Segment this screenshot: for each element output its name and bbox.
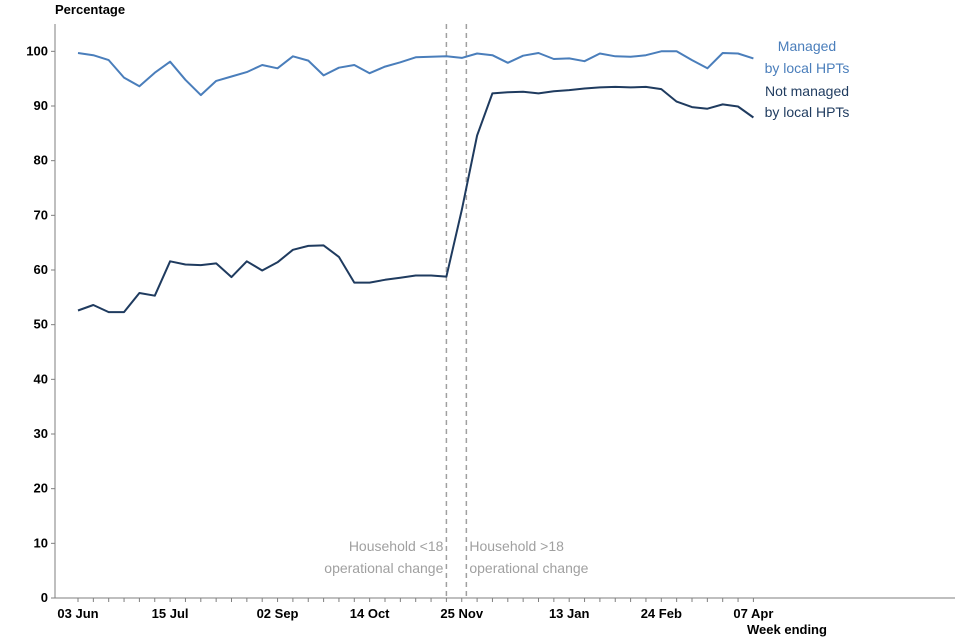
series-labels: Managed by local HPTs Not managed by local … [765, 38, 850, 120]
x-tick-label: 02 Sep [257, 606, 299, 621]
y-tick-label: 10 [34, 535, 48, 550]
series-lines [77, 50, 754, 314]
x-tick-label: 14 Oct [350, 606, 390, 621]
x-tick-label: 07 Apr [733, 606, 773, 621]
y-tick-label: 20 [34, 481, 48, 496]
x-axis-title: Week ending [747, 622, 827, 637]
y-tick-label: 100 [26, 43, 48, 58]
series-label: by local HPTs [765, 104, 850, 120]
series-line [77, 85, 754, 314]
y-tick-label: 30 [34, 426, 48, 441]
y-axis-title: Percentage [55, 2, 125, 17]
y-tick-label: 80 [34, 153, 48, 168]
y-tick-label: 60 [34, 262, 48, 277]
y-tick-label: 50 [34, 317, 48, 332]
annotation-label: Household >18 [469, 538, 564, 554]
x-tick-label: 25 Nov [440, 606, 483, 621]
x-tick-label: 24 Feb [641, 606, 682, 621]
x-tick-label: 13 Jan [549, 606, 590, 621]
series-line [77, 50, 754, 97]
y-tick-label: 90 [34, 98, 48, 113]
series-label: Not managed [765, 83, 849, 99]
x-tick-label: 03 Jun [57, 606, 98, 621]
annotation-label: Household <18 [349, 538, 444, 554]
annotation-label: operational change [324, 560, 443, 576]
y-tick-label: 40 [34, 371, 48, 386]
series-label: by local HPTs [765, 60, 850, 76]
y-tick-label: 70 [34, 207, 48, 222]
x-tick-label: 15 Jul [152, 606, 189, 621]
y-tick-label: 0 [41, 590, 48, 605]
annotations: Household <18 operational change Household… [324, 24, 589, 598]
annotation-label: operational change [469, 560, 588, 576]
series-label: Managed [778, 38, 836, 54]
axes: 0 10 20 30 40 50 60 70 80 90 100 03 Jun 15 Jul 02 Sep… [26, 24, 955, 621]
